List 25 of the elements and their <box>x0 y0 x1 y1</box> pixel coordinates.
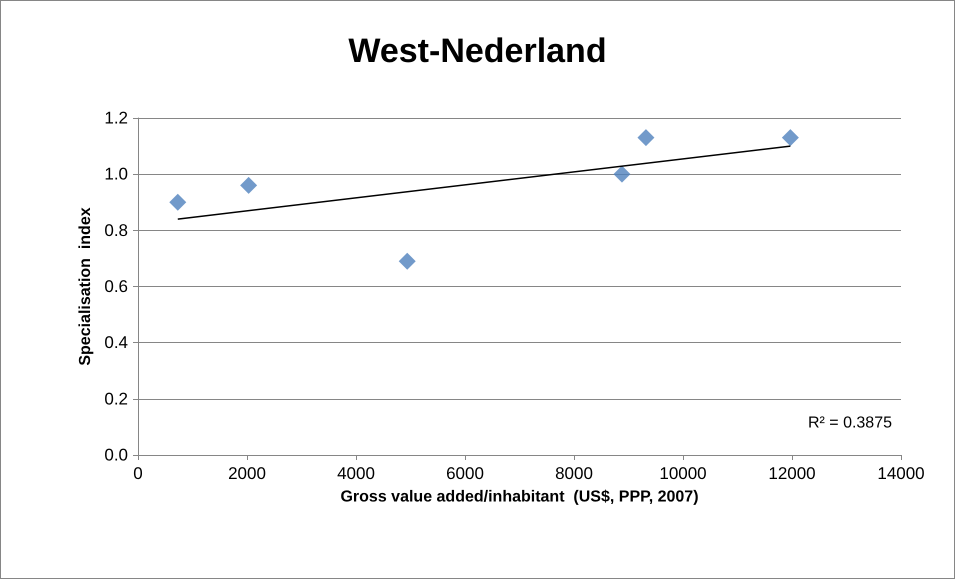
point <box>637 129 654 146</box>
annotation: R² = 0.3875 <box>808 414 892 432</box>
x-tick-label: 12000 <box>768 464 816 483</box>
y-tick-label: 0.8 <box>104 220 128 240</box>
y-tick-label: 0.2 <box>104 389 128 408</box>
x-axis-title: Gross value added/inhabitant (US$, PPP, 2007) <box>340 488 699 506</box>
x-tick-label: 10000 <box>659 464 707 483</box>
point <box>169 194 186 211</box>
point <box>782 129 799 146</box>
point <box>613 166 630 183</box>
y-axis-title: Specialisation index <box>76 207 94 366</box>
point <box>240 176 258 194</box>
x-tick-label: 14000 <box>877 464 925 483</box>
x-tick-label: 4000 <box>337 464 375 483</box>
x-tick-label: 6000 <box>446 464 484 483</box>
x-tick-label: 2000 <box>228 464 266 483</box>
y-tick-label: 1.0 <box>104 164 128 184</box>
x-tick-label: 0 <box>133 464 143 483</box>
y-tick-label: 0.4 <box>104 333 128 352</box>
y-tick-label: 0.0 <box>104 446 128 464</box>
y-tick-label: 0.6 <box>104 277 128 296</box>
point <box>398 252 416 270</box>
y-tick-label: 1.2 <box>104 108 128 128</box>
x-tick-label: 8000 <box>555 464 593 483</box>
chart-title: West-Nederland <box>348 32 607 70</box>
